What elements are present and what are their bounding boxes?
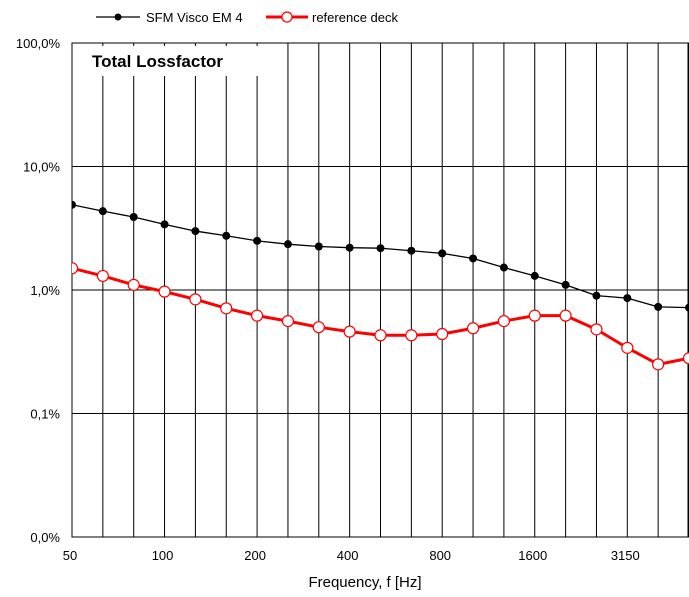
legend-label: SFM Visco EM 4 [146, 10, 243, 25]
data-point [374, 329, 387, 342]
legend-marker [281, 11, 293, 23]
tick-labels: 50 100 200 400 800 1600 3150 0,0% 0,1% 1,0% 10,0% 1… [16, 36, 640, 563]
data-point [281, 314, 295, 328]
y-tick-label: 0,1% [30, 407, 60, 422]
data-point [405, 329, 418, 342]
data-point [72, 200, 76, 209]
y-tick-label: 1,0% [30, 283, 60, 298]
series-group [72, 200, 689, 371]
data-point [72, 262, 79, 275]
data-point [407, 246, 416, 255]
data-point [685, 303, 689, 312]
data-point [158, 285, 171, 298]
x-tick-label: 1600 [518, 548, 547, 563]
data-point [592, 291, 601, 300]
data-point [682, 352, 689, 365]
data-point [98, 207, 107, 216]
data-point [343, 325, 356, 338]
legend-label: reference deck [312, 10, 398, 25]
x-tick-label: 200 [244, 548, 266, 563]
series-reference-deck [72, 262, 689, 371]
data-point [497, 314, 510, 328]
x-tick-label: 800 [429, 548, 451, 563]
data-point [590, 323, 603, 336]
data-point [189, 293, 202, 306]
data-point [621, 341, 634, 354]
data-point [345, 243, 354, 252]
data-point [376, 244, 385, 253]
x-tick-label: 3150 [611, 548, 640, 563]
data-point [654, 302, 663, 311]
title-background [82, 46, 272, 76]
data-point [436, 327, 449, 341]
data-point [160, 220, 169, 229]
plot-border [71, 42, 689, 538]
series-sfm-visco-em4 [72, 200, 689, 312]
data-point [283, 240, 292, 249]
x-axis-label: Frequency, f [Hz] [308, 574, 421, 591]
data-point [251, 309, 264, 322]
y-tick-label: 0,0% [30, 530, 60, 545]
chart-title: Total Lossfactor [92, 52, 223, 71]
y-tick-label: 10,0% [23, 160, 60, 175]
y-tick-label: 100,0% [16, 36, 61, 51]
data-point [253, 236, 262, 245]
data-point [438, 249, 447, 258]
data-point [312, 321, 325, 334]
data-point [220, 302, 233, 315]
x-tick-label: 50 [63, 548, 77, 563]
grid [71, 42, 689, 538]
data-point [127, 278, 140, 291]
data-point [561, 280, 570, 289]
legend: SFM Visco EM 4 reference deck [96, 10, 398, 25]
data-point [623, 294, 632, 303]
data-point [528, 309, 541, 322]
data-point [530, 271, 539, 280]
data-point [559, 309, 572, 322]
data-point [96, 269, 109, 283]
data-point [652, 358, 665, 371]
data-point [499, 263, 508, 272]
data-point [191, 227, 200, 236]
x-tick-label: 400 [337, 548, 359, 563]
data-point [222, 231, 231, 240]
data-point [129, 213, 138, 222]
x-tick-label: 100 [152, 548, 174, 563]
data-point [469, 254, 478, 263]
legend-marker [114, 13, 122, 21]
data-point [466, 322, 480, 335]
data-point [314, 242, 323, 251]
